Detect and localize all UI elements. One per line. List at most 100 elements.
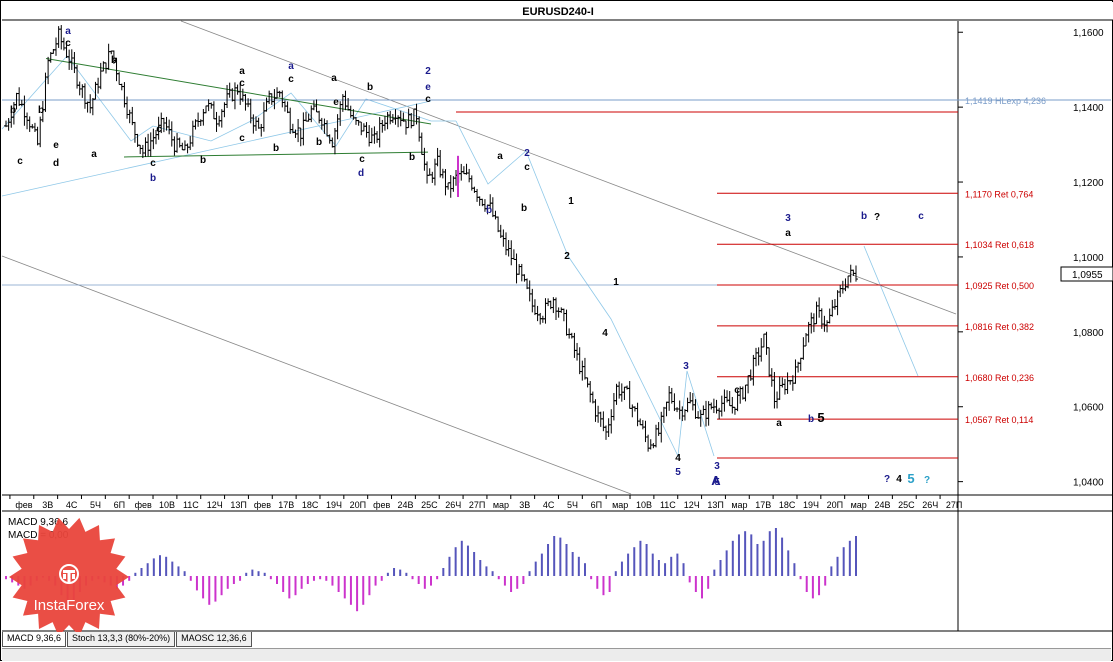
wave-label: a xyxy=(331,73,337,84)
wave-label: ? xyxy=(924,475,930,486)
candle xyxy=(509,240,514,266)
candle xyxy=(327,134,332,144)
candle xyxy=(367,125,372,147)
candle xyxy=(430,171,435,183)
candle xyxy=(219,109,224,128)
candle xyxy=(311,100,316,111)
candle xyxy=(643,420,648,443)
candle xyxy=(304,111,308,122)
time-tick-label: 13П xyxy=(230,500,246,510)
wave-label: c xyxy=(65,38,71,49)
tab-macd[interactable]: MACD 9,36,6 xyxy=(2,632,67,647)
candle xyxy=(98,62,103,90)
wave-label: c xyxy=(359,154,365,165)
projection-line xyxy=(863,245,919,377)
candle xyxy=(88,94,93,114)
candle xyxy=(838,284,843,298)
candle xyxy=(277,90,282,98)
candle xyxy=(685,397,690,413)
time-tick-label: 10В xyxy=(636,500,652,510)
candle xyxy=(417,116,422,142)
candle xyxy=(527,280,532,302)
candle xyxy=(269,93,274,105)
candle xyxy=(730,396,735,414)
candle xyxy=(356,119,361,126)
wave-label: a xyxy=(91,149,97,160)
candle xyxy=(746,375,751,394)
level-label: 1,0680 Ret 0,236 xyxy=(965,373,1034,383)
level-label: 1,1034 Ret 0,618 xyxy=(965,240,1034,250)
wave-label: 4 xyxy=(896,474,902,485)
level-label: 1,0567 Ret 0,114 xyxy=(965,415,1033,425)
candle xyxy=(261,102,266,132)
candle xyxy=(385,111,390,130)
channel-upper-line xyxy=(180,20,957,315)
wave-label: b xyxy=(316,137,322,148)
candle xyxy=(711,398,716,414)
candle xyxy=(425,161,430,184)
time-tick-label: 25С xyxy=(898,500,915,510)
time-tick-label: 12Ч xyxy=(684,500,700,510)
tab-stoch[interactable]: Stoch 13,3,3 (80%-20%) xyxy=(67,632,176,647)
candle xyxy=(577,347,582,375)
candle xyxy=(754,347,758,367)
candle xyxy=(214,111,219,132)
candle xyxy=(714,399,719,414)
price-tick-label: 1,1200 xyxy=(1073,178,1104,189)
wave-label: ? xyxy=(874,212,880,223)
wave-label: c xyxy=(150,158,156,169)
candle xyxy=(138,144,143,155)
tab-maosc[interactable]: MAOSC 12,36,6 xyxy=(176,632,252,647)
indicator-tabs: MACD 9,36,6 Stoch 13,3,3 (80%-20%) MAOSC… xyxy=(2,632,253,647)
current-price-label: 1,0955 xyxy=(1072,270,1103,281)
wave-label: b xyxy=(486,205,492,216)
candle xyxy=(690,393,695,411)
wave-label: a xyxy=(776,418,782,429)
candle xyxy=(59,25,64,50)
time-tick-label: 25С xyxy=(421,500,438,510)
candle xyxy=(496,216,501,233)
candle xyxy=(675,407,680,413)
time-tick-label: 17В xyxy=(278,500,294,510)
candle xyxy=(198,119,203,127)
candle xyxy=(314,99,319,113)
candle xyxy=(761,333,766,348)
candle xyxy=(243,94,248,111)
candle xyxy=(440,168,445,179)
wave-label: c xyxy=(239,78,245,89)
time-tick-label: 3В xyxy=(42,500,53,510)
candle xyxy=(801,337,806,360)
candle xyxy=(306,113,311,122)
wave-label: b xyxy=(808,414,814,425)
wave-label: 5 xyxy=(675,467,681,478)
time-tick-label: 6П xyxy=(591,500,602,510)
candle xyxy=(646,434,651,452)
time-tick-label: фев xyxy=(254,500,271,510)
candle xyxy=(446,182,451,190)
level-label: 1,1419 HLexp 4,236 xyxy=(965,96,1046,106)
candle xyxy=(835,290,840,316)
candle xyxy=(164,116,169,131)
candle xyxy=(67,49,72,70)
wave-label: c xyxy=(156,124,162,135)
candle xyxy=(411,108,416,127)
time-tick-label: мар xyxy=(493,500,509,510)
candle xyxy=(601,411,606,432)
candle xyxy=(25,112,30,130)
candle xyxy=(361,123,366,132)
time-tick-label: мар xyxy=(731,500,747,510)
time-tick-label: 24В xyxy=(398,500,414,510)
macd-name: MACD 9,36,6 xyxy=(8,517,68,528)
candle xyxy=(377,117,382,148)
candle xyxy=(777,376,782,400)
wave-label: c xyxy=(734,385,740,396)
candle xyxy=(256,117,261,129)
time-tick-label: 4С xyxy=(66,500,78,510)
candle xyxy=(580,360,585,381)
time-tick-label: 6П xyxy=(114,500,125,510)
time-tick-label: 20П xyxy=(350,500,366,510)
candle xyxy=(840,280,845,294)
candle xyxy=(332,127,337,155)
wave-path-early xyxy=(1,55,456,147)
